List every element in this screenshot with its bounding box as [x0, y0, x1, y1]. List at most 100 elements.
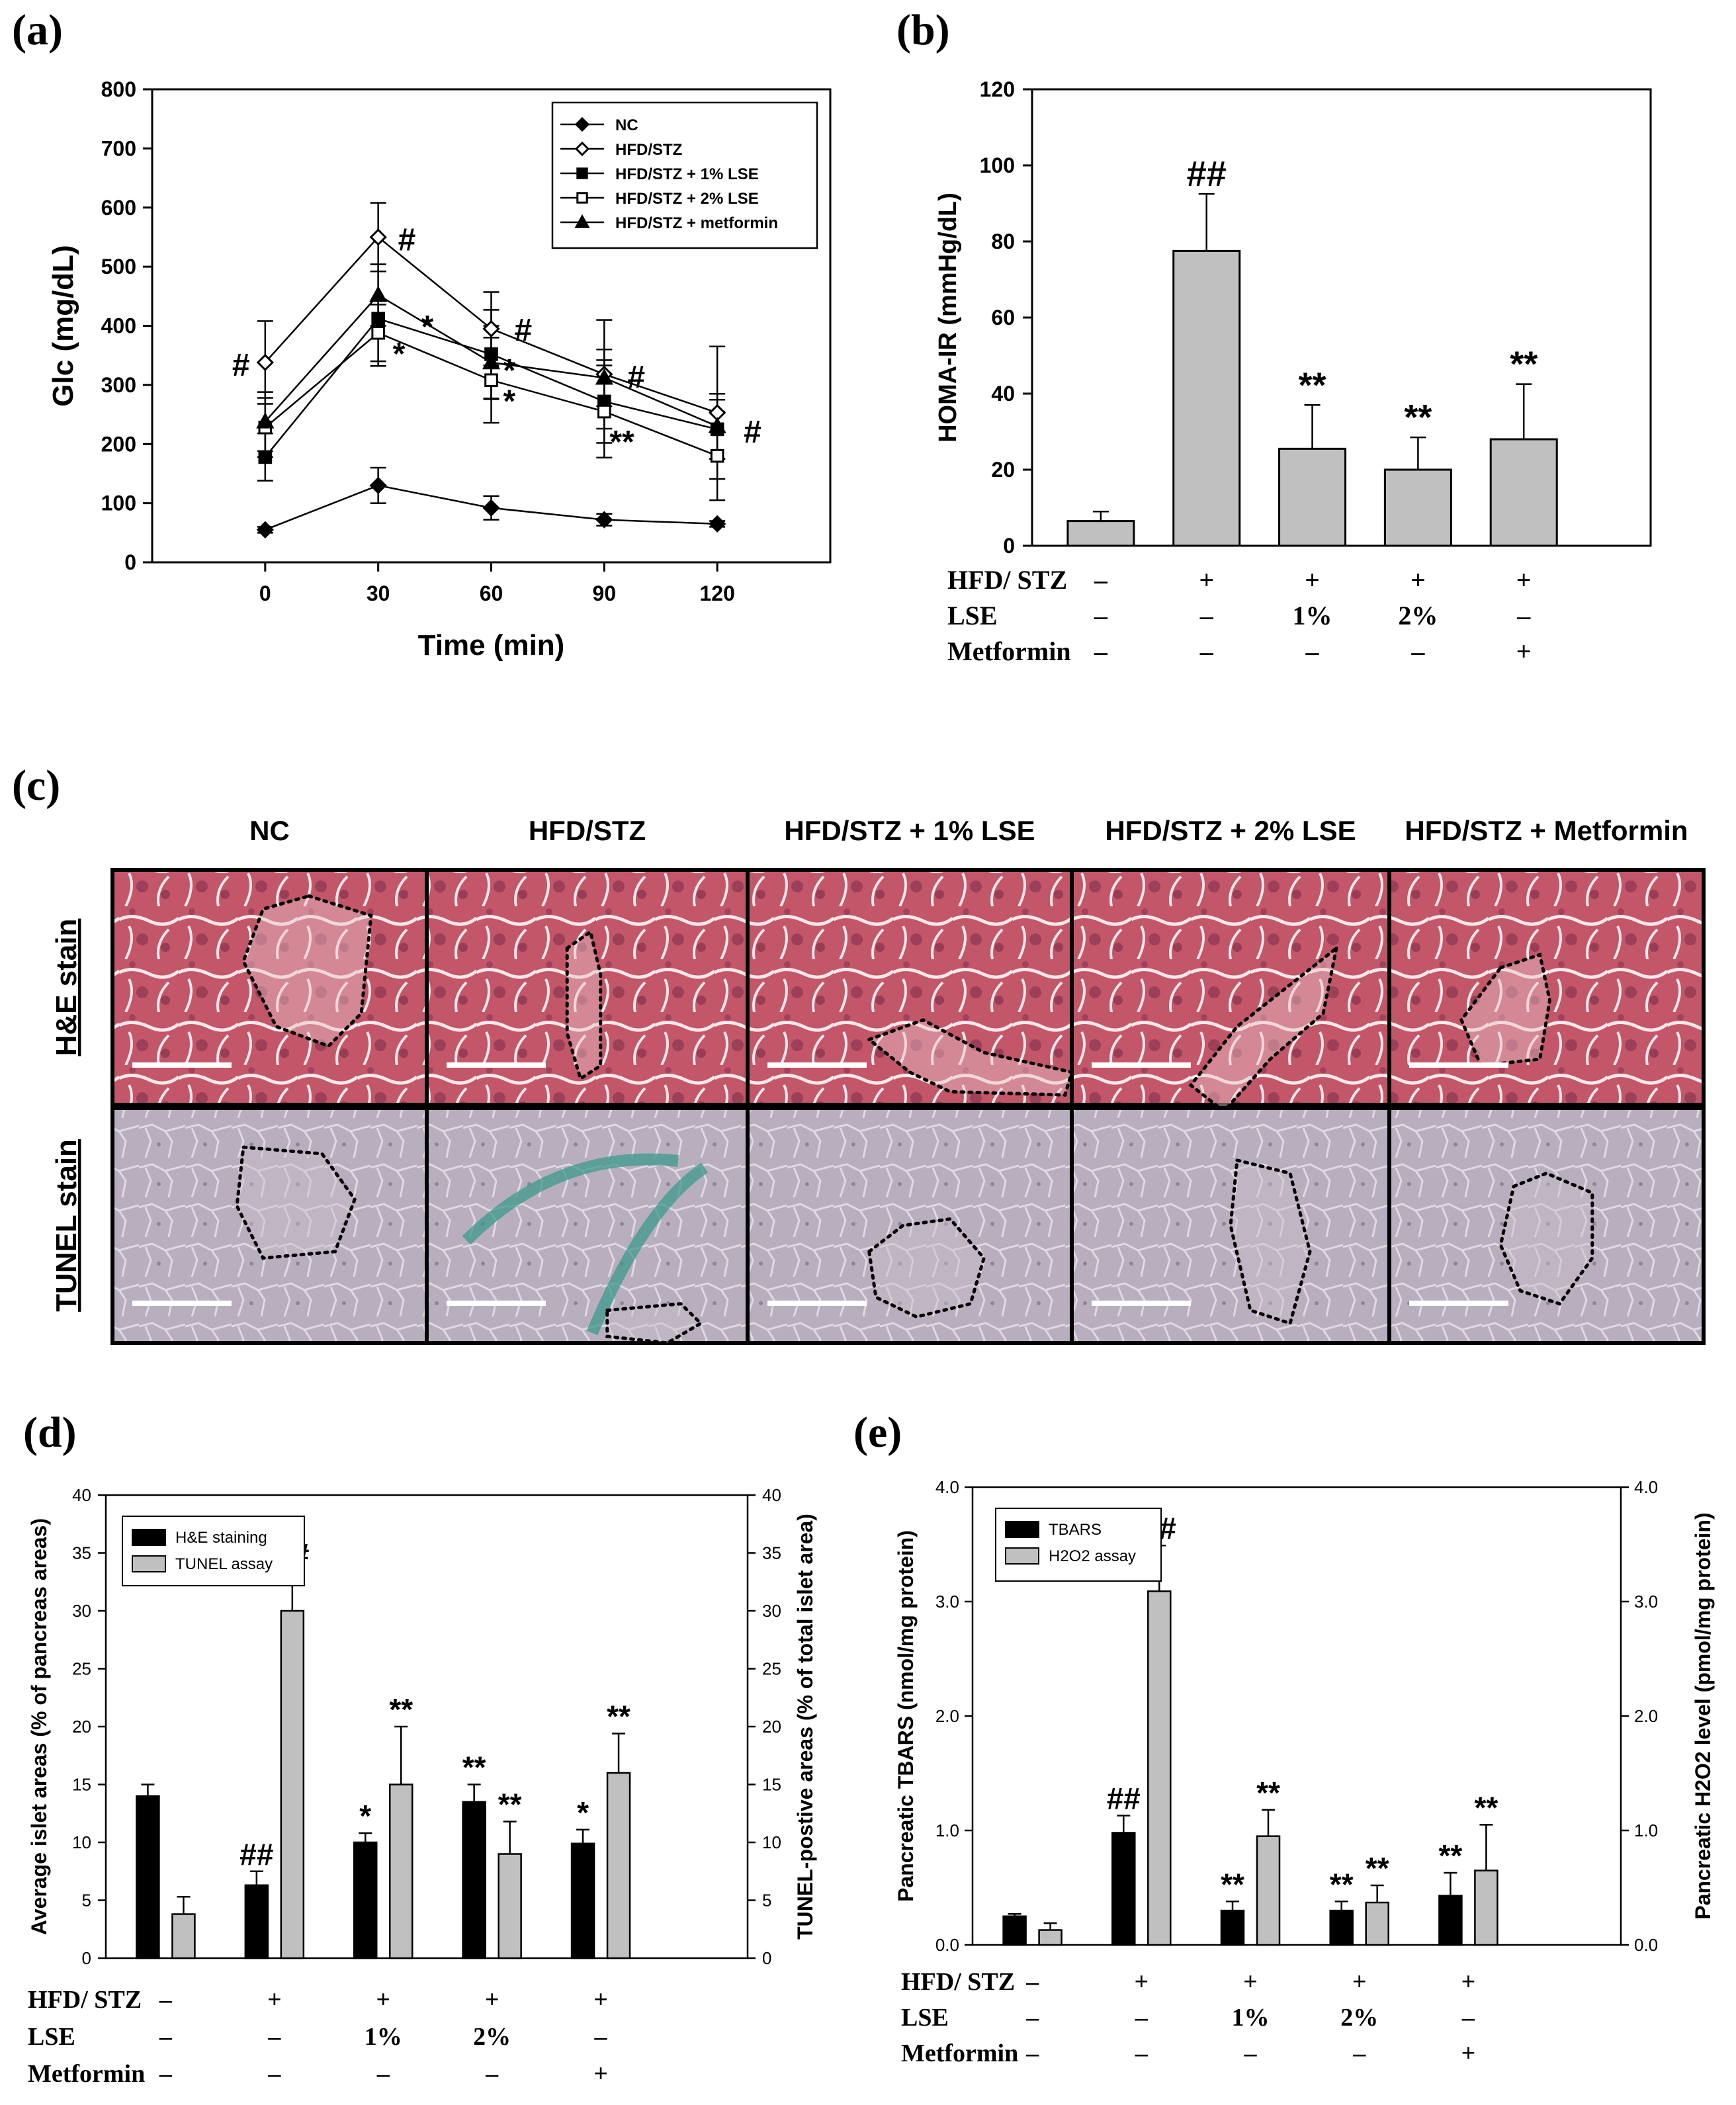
- y2-tick-label: 1.0: [1634, 1821, 1658, 1840]
- y2-tick-label: 40: [762, 1485, 781, 1505]
- condition-cell: –: [267, 2023, 281, 2051]
- condition-cell: –: [1135, 2004, 1149, 2032]
- y-tick-label: 5: [82, 1891, 91, 1911]
- data-point: [256, 353, 274, 372]
- condition-row-label: HFD/ STZ: [901, 1968, 1015, 1996]
- legend-label: HFD/STZ + metformin: [615, 214, 778, 232]
- condition-cell: +: [593, 1986, 608, 2014]
- y-tick-label: 20: [991, 458, 1015, 482]
- micrograph-column-header: NC: [249, 815, 290, 846]
- y-tick-label: 1.0: [935, 1821, 959, 1840]
- legend-swatch: [132, 1555, 166, 1572]
- y-tick-label: 40: [991, 382, 1015, 406]
- legend-swatch: [1005, 1547, 1039, 1565]
- condition-cell: –: [1025, 1968, 1039, 1996]
- bar-he: [570, 1842, 595, 1959]
- condition-cell: +: [1461, 1968, 1476, 1996]
- bar-tbars: [1220, 1909, 1245, 1946]
- bar: [1066, 520, 1135, 547]
- condition-row-label: Metformin: [901, 2040, 1018, 2067]
- y-tick-label: 200: [101, 432, 136, 456]
- data-point: [597, 404, 611, 419]
- condition-cell: +: [593, 2060, 608, 2088]
- y-tick-label: 60: [991, 306, 1015, 329]
- micrograph-column-header: HFD/STZ: [529, 815, 646, 846]
- condition-cell: –: [594, 2023, 608, 2051]
- legend-box: [551, 101, 818, 249]
- significance-mark: *: [393, 337, 406, 372]
- bar: [1172, 249, 1241, 547]
- bar: [1278, 447, 1347, 547]
- legend-marker: [576, 192, 588, 204]
- significance-mark: ##: [1187, 154, 1227, 194]
- y-axis-title: HOMA-IR (mmHg/dL): [934, 193, 962, 443]
- condition-cell: 1%: [1232, 2004, 1270, 2032]
- condition-cell: –: [159, 1986, 173, 2014]
- data-point: [258, 450, 273, 464]
- x-tick-label: 0: [259, 581, 271, 605]
- bar-tbars: [1002, 1915, 1027, 1946]
- significance-mark: #: [627, 360, 645, 395]
- condition-row-label: LSE: [28, 2023, 75, 2051]
- islet-outline: [1229, 1158, 1312, 1326]
- islet-area-chart: 0 0 5 5 10 10 15 15 20 20 25 25 30 30 35 35 40 40 Average …: [27, 1485, 817, 2088]
- data-point: [708, 417, 726, 433]
- y-tick-label: 100: [980, 153, 1015, 177]
- significance-mark: ##: [239, 1837, 273, 1871]
- condition-cell: –: [1135, 2040, 1149, 2067]
- data-point: [710, 449, 724, 463]
- bar-tunel: [606, 1772, 631, 1959]
- data-point: [369, 285, 388, 302]
- bar-tbars: [1329, 1909, 1354, 1946]
- y2-tick-label: 3.0: [1634, 1592, 1658, 1611]
- bar-tunel: [171, 1913, 196, 1959]
- islet-outline: [241, 894, 373, 1049]
- condition-cell: 1%: [365, 2023, 402, 2051]
- legend-label: NC: [615, 116, 638, 134]
- legend-marker: [574, 214, 590, 228]
- significance-mark: **: [1256, 1776, 1280, 1810]
- legend-label: H2O2 assay: [1049, 1547, 1136, 1565]
- y2-tick-label: 15: [762, 1775, 781, 1795]
- y-tick-label: 800: [101, 77, 136, 101]
- condition-cell: –: [1410, 636, 1425, 666]
- y-tick-label: 20: [72, 1717, 91, 1737]
- panel-label-b: (b): [896, 6, 950, 54]
- significance-mark: *: [503, 353, 516, 388]
- significance-mark: *: [421, 310, 434, 345]
- micrograph-row-label: TUNEL stain: [50, 1139, 83, 1312]
- legend-swatch: [1005, 1521, 1039, 1538]
- significance-mark: **: [1221, 1867, 1244, 1901]
- legend-label: HFD/STZ: [615, 141, 682, 159]
- bar-tunel: [388, 1783, 413, 1959]
- y-tick-label: 15: [72, 1775, 91, 1795]
- data-point: [595, 368, 613, 385]
- y-tick-label: 0: [124, 550, 136, 574]
- condition-cell: –: [1305, 636, 1320, 666]
- condition-cell: +: [376, 1986, 390, 2014]
- condition-row-label: HFD/ STZ: [28, 1986, 142, 2014]
- condition-cell: +: [1516, 565, 1532, 595]
- y-tick-label: 500: [101, 255, 136, 279]
- y2-tick-label: 25: [762, 1659, 781, 1679]
- y2-tick-label: 35: [762, 1543, 781, 1563]
- significance-mark: **: [389, 1692, 413, 1727]
- y2-axis-title: TUNEL-postive areas (% of total islet ar…: [793, 1514, 817, 1940]
- condition-cell: –: [1094, 601, 1108, 630]
- significance-mark: #: [398, 222, 416, 257]
- condition-cell: –: [1199, 601, 1214, 630]
- condition-cell: –: [159, 2023, 173, 2051]
- condition-cell: –: [159, 2060, 173, 2088]
- condition-cell: +: [267, 1986, 282, 2014]
- condition-cell: +: [1199, 565, 1214, 595]
- y-tick-label: 300: [101, 373, 136, 397]
- islet-outline: [605, 1302, 704, 1345]
- bar-h2o2: [1147, 1590, 1172, 1946]
- condition-cell: –: [1025, 2004, 1039, 2032]
- bar-he: [136, 1795, 160, 1959]
- condition-cell: +: [485, 1986, 499, 2014]
- legend-box: [122, 1516, 305, 1586]
- bar-tbars: [1438, 1895, 1463, 1946]
- y2-tick-label: 10: [762, 1832, 781, 1852]
- micrograph-panel: NC HFD/STZ HFD/STZ + 1% LSE HFD/STZ + 2% LS…: [50, 815, 1706, 1345]
